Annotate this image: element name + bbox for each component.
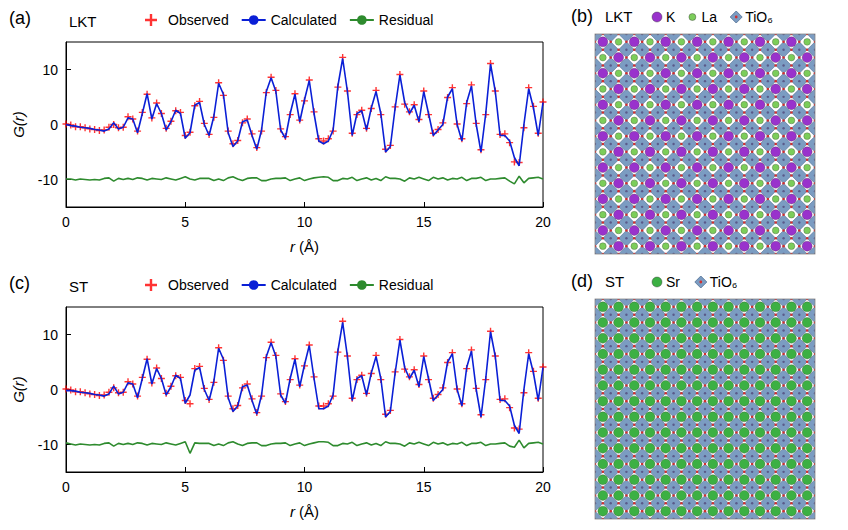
svg-text:Calculated: Calculated: [271, 12, 337, 28]
svg-text:0: 0: [62, 479, 70, 495]
svg-text:10: 10: [42, 327, 58, 343]
svg-text:20: 20: [535, 479, 551, 495]
svg-text:0: 0: [50, 117, 58, 133]
svg-text:10: 10: [297, 479, 313, 495]
svg-text:LKT: LKT: [605, 8, 633, 25]
svg-text:0: 0: [62, 214, 70, 230]
svg-text:10: 10: [297, 214, 313, 230]
svg-text:20: 20: [535, 214, 551, 230]
svg-text:ST: ST: [605, 273, 624, 290]
svg-text:G(r): G(r): [10, 111, 27, 138]
svg-text:La: La: [701, 9, 717, 25]
svg-text:15: 15: [416, 479, 432, 495]
svg-text:-10: -10: [38, 172, 58, 188]
svg-text:0: 0: [50, 382, 58, 398]
svg-text:10: 10: [42, 62, 58, 78]
svg-text:Residual: Residual: [379, 277, 433, 293]
svg-text:(Å): (Å): [295, 238, 319, 255]
svg-text:15: 15: [416, 214, 432, 230]
svg-text:G(r): G(r): [10, 376, 27, 403]
svg-text:K: K: [666, 9, 676, 25]
svg-text:(Å): (Å): [295, 503, 319, 520]
svg-text:Observed: Observed: [168, 277, 229, 293]
svg-text:(c): (c): [9, 273, 30, 293]
svg-text:Residual: Residual: [379, 12, 433, 28]
svg-text:(d): (d): [571, 271, 593, 291]
svg-text:Sr: Sr: [666, 274, 680, 290]
svg-text:ST: ST: [69, 278, 88, 295]
svg-text:(b): (b): [571, 6, 593, 26]
svg-text:LKT: LKT: [69, 13, 97, 30]
svg-text:Calculated: Calculated: [271, 277, 337, 293]
svg-text:5: 5: [181, 214, 189, 230]
svg-text:Observed: Observed: [168, 12, 229, 28]
svg-text:r: r: [289, 503, 295, 520]
svg-text:TiO₆: TiO₆: [745, 9, 773, 25]
svg-text:r: r: [289, 238, 295, 255]
svg-text:-10: -10: [38, 437, 58, 453]
svg-text:5: 5: [181, 479, 189, 495]
svg-text:TiO₆: TiO₆: [710, 274, 738, 290]
svg-text:(a): (a): [9, 8, 31, 28]
